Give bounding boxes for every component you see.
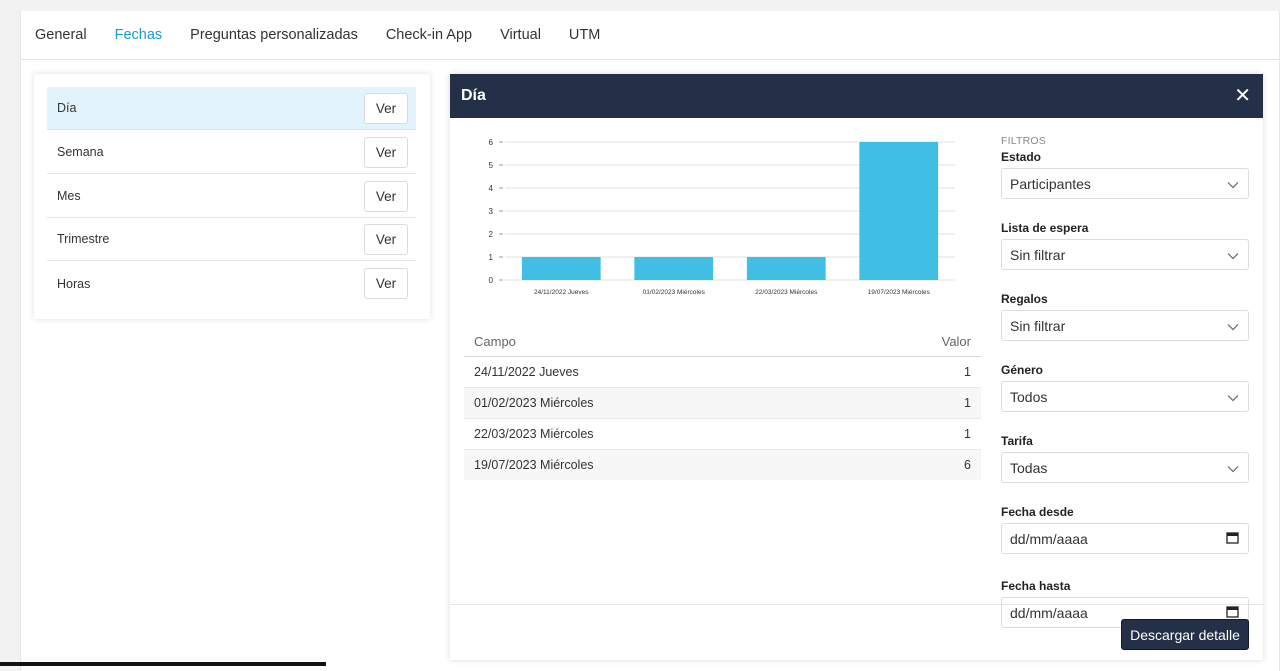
cell-valor: 1 xyxy=(964,427,971,441)
x-tick-label: 01/02/2023 Miércoles xyxy=(643,289,706,296)
x-tick-label: 19/07/2023 Miércoles xyxy=(868,289,931,296)
tab-preguntas-personalizadas[interactable]: Preguntas personalizadas xyxy=(190,27,358,43)
ver-button[interactable]: Ver xyxy=(364,92,408,124)
estado-value: Participantes xyxy=(1010,175,1091,192)
cell-valor: 1 xyxy=(964,396,971,410)
cell-campo: 01/02/2023 Miércoles xyxy=(474,396,594,410)
estado-label: Estado xyxy=(1001,150,1042,164)
tab-fechas[interactable]: Fechas xyxy=(114,27,163,43)
period-label: Horas xyxy=(57,276,91,291)
table-row: 24/11/2022 Jueves 1 xyxy=(464,357,981,388)
fecha-desde-input[interactable]: dd/mm/aaaa xyxy=(1001,523,1249,554)
download-detail-button[interactable]: Descargar detalle xyxy=(1121,619,1249,650)
fecha-hasta-label: Fecha hasta xyxy=(1001,579,1071,593)
cell-campo: 24/11/2022 Jueves xyxy=(474,365,579,379)
tarifa-value: Todas xyxy=(1010,459,1048,476)
fecha-hasta-placeholder: dd/mm/aaaa xyxy=(1010,604,1088,621)
bar xyxy=(859,142,939,280)
regalos-select[interactable]: Sin filtrar xyxy=(1001,310,1249,341)
fecha-desde-label: Fecha desde xyxy=(1001,505,1074,519)
tab-virtual[interactable]: Virtual xyxy=(500,27,541,43)
cell-campo: 19/07/2023 Miércoles xyxy=(474,458,594,472)
modal-title: Día xyxy=(461,87,486,104)
chevron-down-icon xyxy=(1227,318,1239,334)
regalos-label: Regalos xyxy=(1001,292,1048,306)
bar xyxy=(634,257,714,280)
period-row-horas[interactable]: Horas Ver xyxy=(47,262,416,305)
lista-espera-label: Lista de espera xyxy=(1001,221,1089,235)
table-header: Campo Valor xyxy=(464,326,981,357)
lista-espera-value: Sin filtrar xyxy=(1010,246,1066,263)
tab-bar: General Fechas Preguntas personalizadas … xyxy=(21,11,1279,60)
period-label: Mes xyxy=(57,189,81,203)
y-tick-label: 6 xyxy=(489,138,494,147)
table-row: 19/07/2023 Miércoles 6 xyxy=(464,450,981,480)
table-row: 22/03/2023 Miércoles 1 xyxy=(464,419,981,450)
genero-select[interactable]: Todos xyxy=(1001,381,1249,412)
x-tick-label: 24/11/2022 Jueves xyxy=(534,289,589,296)
period-label: Trimestre xyxy=(57,232,110,246)
ver-button[interactable]: Ver xyxy=(364,268,408,299)
filters-panel: FILTROS Estado Participantes Lista de es… xyxy=(1001,135,1249,628)
y-tick-label: 4 xyxy=(489,184,494,193)
period-row-dia[interactable]: Día Ver xyxy=(47,87,416,130)
tab-check-in-app[interactable]: Check-in App xyxy=(385,27,473,43)
period-row-mes[interactable]: Mes Ver xyxy=(47,175,416,218)
column-header-campo: Campo xyxy=(474,333,516,349)
bar xyxy=(521,257,601,280)
bar xyxy=(746,257,826,280)
chevron-down-icon xyxy=(1227,460,1239,476)
chevron-down-icon xyxy=(1227,389,1239,405)
y-tick-label: 2 xyxy=(489,230,494,239)
fecha-desde-placeholder: dd/mm/aaaa xyxy=(1010,530,1088,547)
period-row-semana[interactable]: Semana Ver xyxy=(47,131,416,174)
column-header-valor: Valor xyxy=(941,333,971,349)
modal-footer-divider xyxy=(450,604,1263,605)
cell-valor: 1 xyxy=(964,365,971,379)
filters-heading: FILTROS xyxy=(1001,135,1046,147)
tab-general[interactable]: General xyxy=(35,27,87,43)
detail-modal: Día ✕ 0 1 2 3 4 5 6 24/11/2022 Jueves 01/02/2023… xyxy=(450,74,1263,660)
ver-button[interactable]: Ver xyxy=(364,136,408,168)
ver-button[interactable]: Ver xyxy=(364,180,408,212)
y-tick-label: 3 xyxy=(489,207,494,216)
tarifa-label: Tarifa xyxy=(1001,434,1033,448)
cell-valor: 6 xyxy=(964,458,971,472)
calendar-icon[interactable] xyxy=(1226,605,1239,621)
estado-select[interactable]: Participantes xyxy=(1001,168,1249,199)
y-tick-label: 1 xyxy=(489,253,494,262)
genero-label: Género xyxy=(1001,363,1044,377)
regalos-value: Sin filtrar xyxy=(1010,317,1066,334)
bottom-scrollbar[interactable] xyxy=(0,662,326,666)
y-tick-label: 0 xyxy=(489,276,494,285)
table-row: 01/02/2023 Miércoles 1 xyxy=(464,388,981,419)
period-label: Semana xyxy=(57,145,104,159)
data-table: Campo Valor 24/11/2022 Jueves 1 01/02/20… xyxy=(464,326,981,480)
x-tick-label: 22/03/2023 Miércoles xyxy=(755,289,818,296)
chevron-down-icon xyxy=(1227,247,1239,263)
tarifa-select[interactable]: Todas xyxy=(1001,452,1249,483)
modal-header: Día ✕ xyxy=(450,74,1263,118)
y-tick-label: 5 xyxy=(489,161,494,170)
period-list-card: Día Ver Semana Ver Mes Ver Trimestre Ver… xyxy=(34,74,430,319)
chevron-down-icon xyxy=(1227,176,1239,192)
period-row-trimestre[interactable]: Trimestre Ver xyxy=(47,218,416,261)
calendar-icon[interactable] xyxy=(1226,531,1239,547)
ver-button[interactable]: Ver xyxy=(364,223,408,255)
period-label: Día xyxy=(57,101,77,115)
close-icon[interactable]: ✕ xyxy=(1234,85,1251,107)
genero-value: Todos xyxy=(1010,388,1048,405)
lista-espera-select[interactable]: Sin filtrar xyxy=(1001,239,1249,270)
cell-campo: 22/03/2023 Miércoles xyxy=(474,427,594,441)
tab-utm[interactable]: UTM xyxy=(568,27,601,43)
bar-chart: 0 1 2 3 4 5 6 24/11/2022 Jueves 01/02/2023 Miérc… xyxy=(489,138,955,296)
